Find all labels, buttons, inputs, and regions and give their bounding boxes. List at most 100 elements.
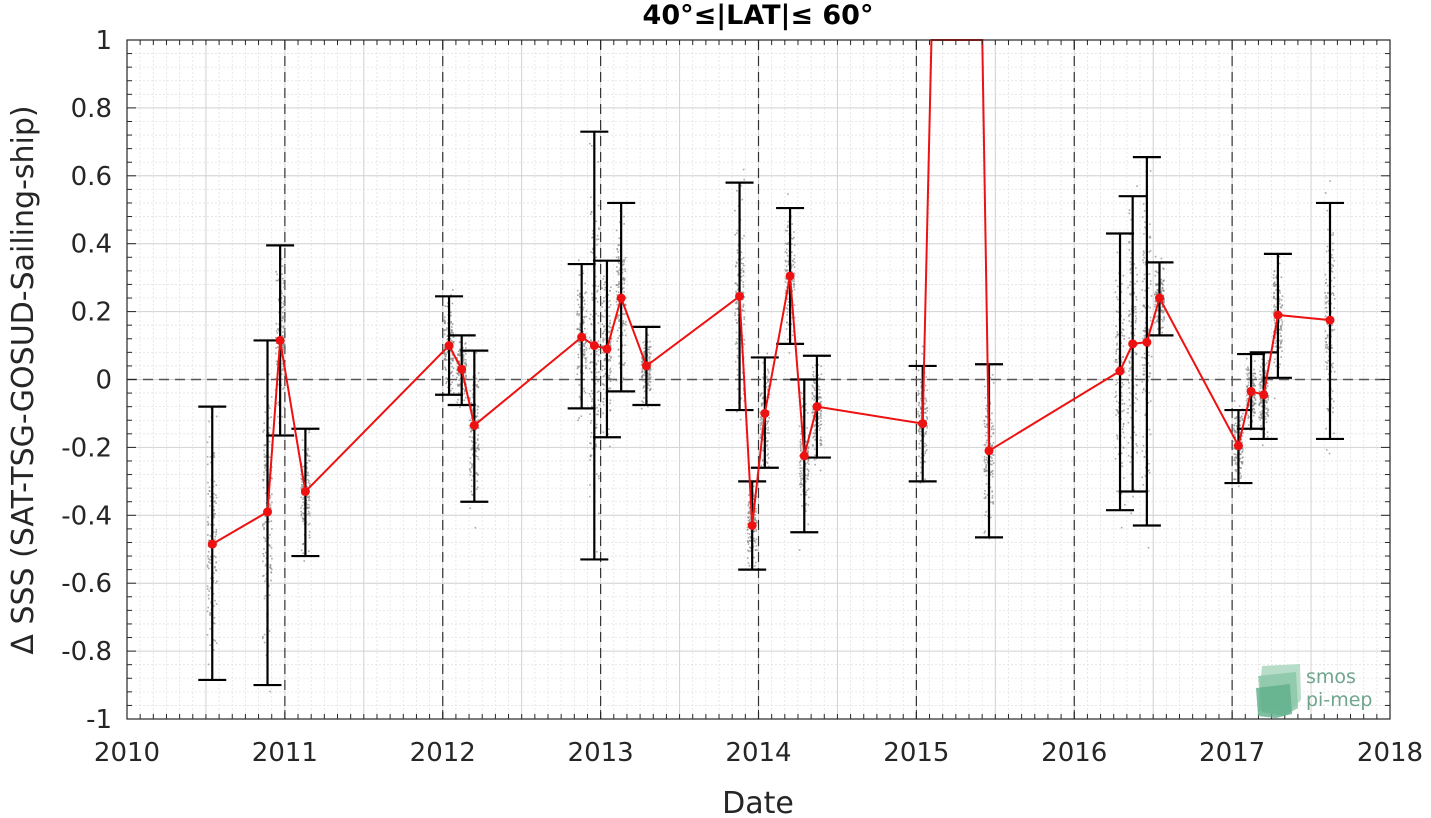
- scatter-point: [748, 550, 750, 553]
- scatter-point: [595, 445, 598, 448]
- scatter-point: [752, 529, 755, 531]
- scatter-point: [1128, 370, 1130, 372]
- scatter-point: [608, 377, 611, 380]
- scatter-point: [450, 383, 452, 386]
- scatter-point: [300, 549, 303, 552]
- scatter-point: [308, 474, 310, 477]
- scatter-point: [1333, 379, 1336, 381]
- scatter-point: [306, 478, 309, 481]
- scatter-point: [1128, 320, 1131, 322]
- scatter-point: [212, 531, 215, 533]
- scatter-point: [820, 410, 823, 412]
- scatter-point: [283, 386, 285, 389]
- scatter-point: [1135, 375, 1138, 377]
- scatter-point: [1121, 395, 1123, 397]
- scatter-point: [306, 474, 308, 476]
- scatter-point: [207, 516, 209, 519]
- scatter-point: [444, 354, 446, 356]
- scatter-point: [624, 344, 626, 347]
- scatter-point: [618, 318, 621, 321]
- scatter-point: [767, 429, 769, 431]
- scatter-point: [768, 417, 771, 419]
- scatter-point: [603, 297, 605, 299]
- scatter-point: [819, 396, 822, 399]
- scatter-point: [264, 444, 267, 447]
- scatter-point: [813, 425, 816, 428]
- scatter-point: [444, 366, 446, 369]
- scatter-point: [761, 392, 763, 394]
- scatter-point: [624, 256, 627, 259]
- scatter-point: [609, 402, 611, 405]
- scatter-point: [1121, 403, 1124, 405]
- scatter-point: [1154, 270, 1157, 272]
- scatter-point: [306, 452, 308, 455]
- scatter-point: [212, 496, 215, 499]
- scatter-point: [262, 479, 265, 482]
- scatter-point: [1233, 429, 1235, 431]
- scatter-point: [762, 402, 764, 404]
- scatter-point: [268, 520, 271, 523]
- scatter-point: [742, 298, 744, 301]
- scatter-point: [468, 419, 471, 422]
- scatter-point: [264, 540, 267, 542]
- scatter-point: [617, 270, 619, 273]
- scatter-point: [458, 379, 460, 382]
- scatter-point: [607, 359, 610, 361]
- scatter-point: [920, 466, 923, 469]
- scatter-point: [787, 260, 789, 263]
- scatter-point: [985, 407, 987, 410]
- scatter-point: [820, 436, 822, 439]
- scatter-point: [610, 338, 613, 340]
- scatter-point: [1127, 379, 1130, 382]
- scatter-point: [814, 397, 817, 400]
- scatter-point: [1150, 355, 1153, 358]
- scatter-point: [736, 284, 739, 287]
- scatter-point: [819, 427, 821, 430]
- scatter-point: [791, 334, 794, 337]
- scatter-point: [924, 452, 926, 455]
- scatter-point: [1143, 357, 1146, 359]
- scatter-point: [469, 427, 472, 429]
- scatter-point: [622, 277, 625, 280]
- scatter-point: [1122, 425, 1125, 428]
- scatter-point: [215, 561, 217, 564]
- scatter-point: [458, 384, 461, 387]
- scatter-point: [281, 344, 284, 346]
- scatter-point: [282, 303, 285, 305]
- scatter-point: [984, 396, 987, 399]
- scatter-point: [1281, 295, 1284, 297]
- scatter-point: [608, 315, 611, 317]
- scatter-point: [646, 359, 649, 361]
- scatter-point: [282, 326, 285, 329]
- scatter-point: [280, 373, 283, 375]
- scatter-point: [989, 442, 992, 445]
- scatter-point: [477, 443, 480, 446]
- data-point: [1246, 386, 1256, 396]
- scatter-point: [1136, 352, 1138, 355]
- scatter-point: [814, 428, 817, 431]
- scatter-point: [747, 494, 750, 496]
- scatter-point: [1143, 370, 1145, 372]
- scatter-point: [609, 399, 612, 402]
- scatter-point: [280, 325, 283, 328]
- scatter-point: [471, 429, 474, 432]
- scatter-point: [210, 577, 212, 580]
- scatter-point: [583, 390, 586, 392]
- scatter-point: [790, 243, 793, 245]
- scatter-point: [608, 306, 611, 308]
- scatter-point: [806, 489, 809, 491]
- scatter-point: [470, 466, 473, 469]
- scatter-point: [792, 260, 794, 263]
- scatter-point: [1122, 328, 1124, 331]
- scatter-point: [275, 402, 278, 405]
- scatter-point: [759, 411, 762, 414]
- scatter-point: [1144, 414, 1146, 416]
- scatter-point: [283, 348, 285, 350]
- scatter-point: [984, 425, 986, 428]
- scatter-point: [306, 467, 308, 470]
- scatter-point: [642, 352, 645, 355]
- scatter-point: [1143, 456, 1146, 458]
- scatter-point: [1134, 397, 1137, 399]
- scatter-point: [1128, 248, 1131, 251]
- scatter-point: [1273, 397, 1276, 400]
